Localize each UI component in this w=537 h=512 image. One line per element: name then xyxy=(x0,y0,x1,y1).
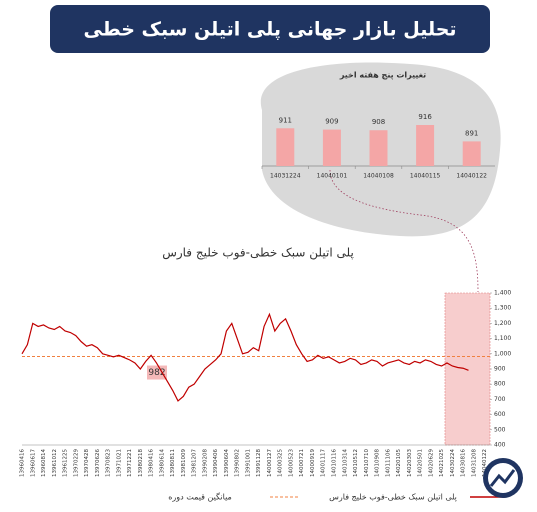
x-tick-label: 14010908 xyxy=(375,449,381,477)
x-tick-label: 13970823 xyxy=(106,449,112,477)
x-tick-label: 13971021 xyxy=(116,449,122,477)
x-tick-label: 13960416 xyxy=(20,449,26,477)
x-tick-label: 14001117 xyxy=(321,449,327,477)
x-tick-label: 13970428 xyxy=(84,449,90,477)
x-tick-label: 14010710 xyxy=(364,449,370,477)
y-tick-label: 400 xyxy=(494,442,506,449)
x-tick-label: 14020501 xyxy=(418,449,424,477)
x-tick-label: 14031224 xyxy=(270,173,301,180)
x-tick-label: 14040122 xyxy=(482,449,488,477)
x-tick-label: 13981009 xyxy=(181,449,187,477)
series-line xyxy=(21,312,469,402)
chart-title: پلی اتیلن سبک خطی-فوب خلیج فارس xyxy=(162,246,354,261)
bar-label: 909 xyxy=(325,118,338,126)
x-tick-label: 13991128 xyxy=(256,449,262,477)
x-tick-label: 14030224 xyxy=(450,449,456,477)
x-tick-label: 14040115 xyxy=(410,173,441,180)
x-tick-label: 13990406 xyxy=(213,449,219,477)
bar xyxy=(276,128,295,166)
legend-label-average: میانگین قیمت دوره xyxy=(168,492,232,502)
y-tick-label: 1,400 xyxy=(494,290,511,297)
x-tick-label: 13990208 xyxy=(202,449,208,477)
x-tick-label: 14011106 xyxy=(385,449,391,477)
average-label-box xyxy=(147,365,167,380)
x-tick-label: 14020105 xyxy=(396,449,402,477)
x-tick-label: 13961012 xyxy=(52,449,58,477)
inset-title: تغییرات پنج هفته اخیر xyxy=(339,71,426,80)
bar xyxy=(462,141,481,166)
average-label: 982 xyxy=(148,368,165,378)
y-tick-label: 1,300 xyxy=(494,305,511,312)
x-tick-label: 13981207 xyxy=(192,449,198,477)
bar-label: 916 xyxy=(418,113,432,121)
x-tick-label: 14020629 xyxy=(428,449,434,477)
x-tick-label: 14000127 xyxy=(267,449,273,477)
y-tick-label: 1,200 xyxy=(494,320,511,327)
x-tick-label: 13980614 xyxy=(159,449,165,477)
legend-label-line: پلی اتیلن سبک خطی-فوب خلیج فارس xyxy=(329,493,457,502)
bar-label: 908 xyxy=(372,118,385,126)
y-tick-label: 900 xyxy=(494,366,506,373)
x-tick-label: 13990802 xyxy=(235,449,241,477)
x-tick-label: 13970229 xyxy=(73,449,79,477)
x-tick-label: 13960814 xyxy=(41,449,47,477)
bar xyxy=(416,125,435,166)
x-tick-label: 13970626 xyxy=(95,449,101,477)
connector xyxy=(329,169,479,293)
bar-label: 891 xyxy=(465,129,478,137)
x-tick-label: 14010512 xyxy=(353,449,359,477)
x-tick-label: 13980416 xyxy=(149,449,155,477)
x-tick-label: 14040108 xyxy=(363,173,394,180)
bar-label: 911 xyxy=(279,116,292,124)
highlight xyxy=(444,292,491,446)
y-tick-label: 800 xyxy=(494,381,506,388)
x-tick-label: 14000325 xyxy=(278,449,284,477)
x-tick-label: 14031208 xyxy=(471,449,477,477)
y-tick-label: 500 xyxy=(494,426,506,433)
x-tick-label: 13990604 xyxy=(224,449,230,477)
x-tick-label: 13980811 xyxy=(170,449,176,477)
x-tick-label: 13980218 xyxy=(138,449,144,477)
x-tick-label: 13991001 xyxy=(245,449,251,477)
x-tick-label: 14000721 xyxy=(299,449,305,477)
x-tick-label: 13961225 xyxy=(63,449,69,477)
x-tick-label: 14040101 xyxy=(317,173,348,180)
y-tick-label: 600 xyxy=(494,411,506,418)
x-tick-label: 13960617 xyxy=(30,449,36,477)
logo xyxy=(483,458,523,498)
x-tick-label: 13971221 xyxy=(127,449,133,477)
y-tick-label: 1,000 xyxy=(494,350,511,357)
x-tick-label: 14040122 xyxy=(456,173,487,180)
bar xyxy=(322,129,341,166)
bar xyxy=(369,130,388,166)
x-tick-label: 14000523 xyxy=(288,449,294,477)
x-tick-label: 14010116 xyxy=(332,449,338,477)
x-tick-label: 14010314 xyxy=(342,449,348,477)
y-tick-label: 1,100 xyxy=(494,335,511,342)
header-banner xyxy=(50,5,490,53)
header-title: تحلیل بازار جهانی پلی اتیلن سبک خطی xyxy=(83,19,456,41)
x-tick-label: 14021025 xyxy=(439,449,445,477)
x-tick-label: 14020303 xyxy=(407,449,413,477)
y-tick-label: 700 xyxy=(494,396,506,403)
x-tick-label: 14000919 xyxy=(310,449,316,477)
x-tick-label: 14030816 xyxy=(461,449,467,477)
